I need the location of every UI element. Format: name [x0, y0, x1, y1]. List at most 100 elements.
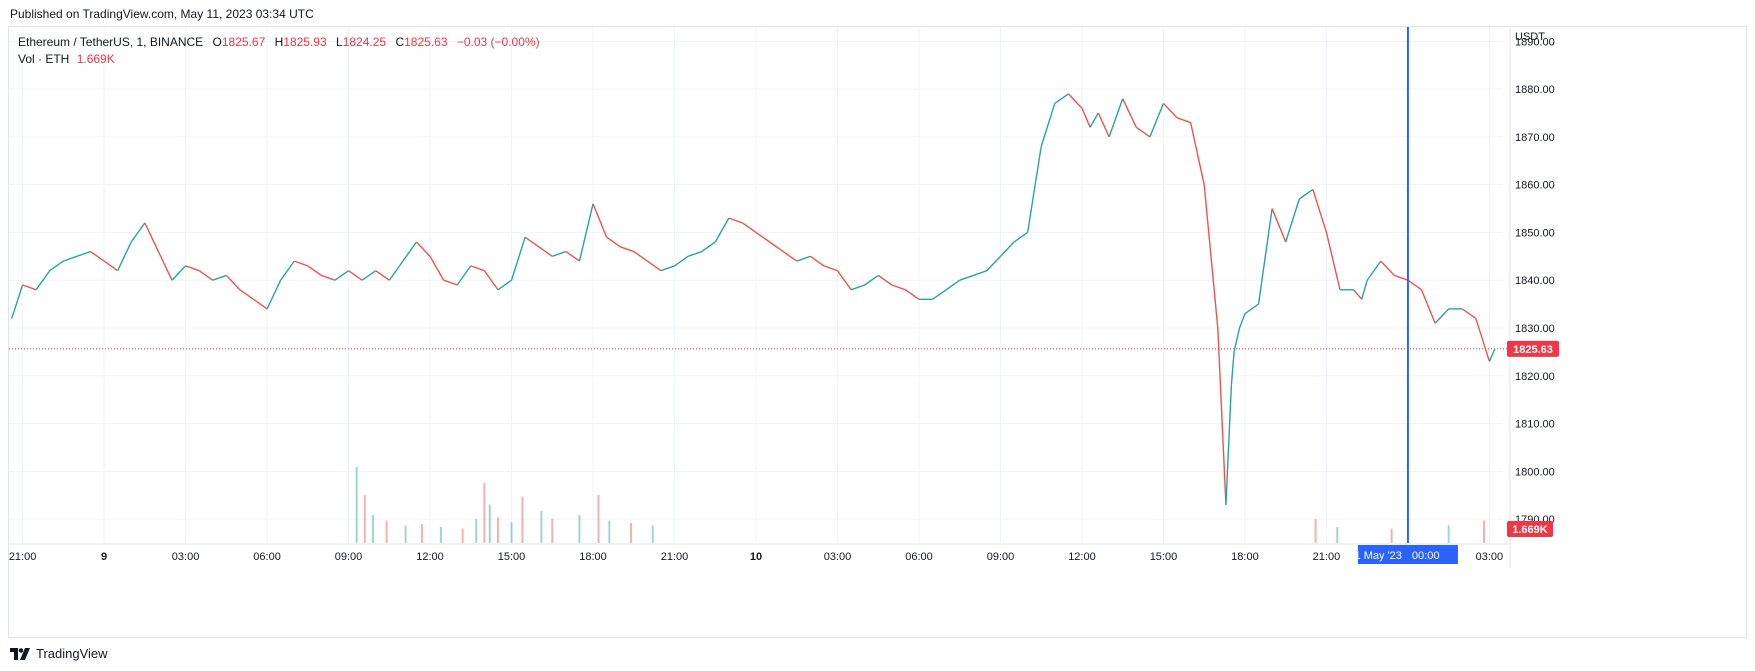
- price-segment-53: [714, 217, 730, 243]
- price-segment-7: [90, 250, 105, 262]
- x-tick-label-10: 03:00: [824, 551, 852, 563]
- price-segment-58: [782, 250, 798, 262]
- x-tick-label-12: 09:00: [987, 551, 1015, 563]
- price-segment-55: [742, 222, 757, 234]
- close-value: 1825.63: [404, 35, 448, 49]
- price-segment-89: [1189, 122, 1205, 185]
- price-segment-90: [1203, 184, 1219, 329]
- price-segment-51: [687, 250, 702, 257]
- volume-bar-5: [420, 523, 423, 543]
- price-segment-83: [1108, 98, 1124, 138]
- volume-bar-1: [363, 495, 366, 543]
- price-segment-76: [1026, 146, 1042, 233]
- price-segment-50: [674, 255, 689, 267]
- tradingview-logo-icon: [10, 647, 30, 660]
- price-segment-52: [701, 241, 716, 253]
- y-axis-unit: USDT: [1515, 31, 1545, 43]
- volume-bar-17: [597, 495, 600, 543]
- price-segment-63: [850, 284, 865, 291]
- price-segment-86: [1149, 103, 1165, 138]
- price-segment-66: [891, 284, 906, 291]
- y-tick-label-10: 1890.00: [1515, 36, 1555, 48]
- price-segment-101: [1312, 189, 1328, 233]
- x-tick-label-7: 18:00: [579, 551, 607, 563]
- price-segment-19: [253, 298, 268, 310]
- price-segment-46: [619, 246, 634, 253]
- price-segment-96: [1244, 303, 1259, 315]
- x-tick-label-15: 18:00: [1231, 551, 1259, 563]
- price-segment-32: [429, 255, 445, 281]
- last-price-tag: [1507, 340, 1559, 357]
- price-segment-106: [1366, 260, 1382, 281]
- price-segment-26: [348, 270, 363, 281]
- price-segment-35: [470, 265, 485, 272]
- volume-value: 1.669K: [76, 52, 115, 66]
- price-segment-84: [1122, 98, 1137, 128]
- price-segment-74: [999, 241, 1015, 257]
- volume-bar-9: [483, 483, 486, 543]
- price-segment-64: [864, 274, 879, 286]
- volume-bar-12: [510, 522, 513, 543]
- footer-brand[interactable]: TradingView: [10, 646, 108, 661]
- price-segment-73: [986, 255, 1001, 272]
- volume-bar-2: [371, 515, 374, 543]
- price-segment-38: [510, 237, 526, 281]
- x-tick-label-3: 06:00: [253, 551, 281, 563]
- volume-bar-8: [475, 519, 478, 543]
- volume-bar-6: [439, 527, 442, 543]
- y-tick-label-3: 1820.00: [1515, 371, 1555, 383]
- y-tick-label-7: 1860.00: [1515, 180, 1555, 192]
- last-volume-label: 1.669K: [1512, 524, 1548, 536]
- y-tick-label-6: 1850.00: [1515, 227, 1555, 239]
- price-segment-40: [538, 246, 553, 257]
- price-segment-107: [1380, 260, 1395, 276]
- y-tick-label-8: 1870.00: [1515, 132, 1555, 144]
- price-segment-6: [76, 250, 91, 257]
- price-segment-28: [375, 270, 390, 281]
- volume-bar-24: [1447, 525, 1450, 543]
- price-segment-100: [1298, 188, 1314, 200]
- price-segment-30: [402, 241, 418, 262]
- price-segment-5: [63, 255, 78, 262]
- price-segment-97: [1257, 208, 1273, 305]
- x-tick-label-8: 21:00: [661, 551, 689, 563]
- volume-bar-11: [496, 517, 499, 543]
- price-segment-99: [1285, 198, 1300, 243]
- crosshair-date-label: 11 May '23: [1349, 550, 1402, 562]
- price-segment-92: [1225, 385, 1233, 505]
- y-tick-label-2: 1810.00: [1515, 419, 1555, 431]
- volume-bar-18: [608, 520, 611, 543]
- volume-bar-3: [385, 520, 388, 543]
- last-volume-tag: [1507, 521, 1553, 537]
- open-value: 1825.67: [221, 35, 266, 49]
- volume-bar-13: [521, 496, 524, 543]
- published-caption: Published on TradingView.com, May 11, 20…: [10, 7, 314, 21]
- price-segment-15: [198, 270, 214, 281]
- volume-bar-10: [488, 504, 491, 543]
- price-segment-69: [932, 289, 947, 300]
- price-segment-3: [35, 270, 51, 291]
- price-segment-25: [334, 270, 349, 281]
- crosshair-hour-label: 00:00: [1412, 550, 1440, 562]
- price-segment-78: [1054, 93, 1069, 105]
- price-segment-115: [1488, 348, 1496, 362]
- price-segment-47: [633, 250, 648, 262]
- price-segment-34: [456, 265, 472, 286]
- price-segment-104: [1353, 289, 1363, 300]
- price-segment-13: [171, 265, 187, 281]
- x-tick-label-2: 03:00: [172, 551, 200, 563]
- price-segment-102: [1325, 232, 1341, 290]
- price-segment-23: [307, 265, 322, 277]
- volume-bar-20: [651, 525, 654, 543]
- price-segment-2: [22, 284, 37, 291]
- price-segment-93: [1230, 351, 1235, 386]
- brand-name: TradingView: [36, 646, 108, 661]
- price-segment-57: [769, 241, 784, 253]
- x-tick-label-6: 15:00: [498, 551, 526, 563]
- price-segment-105: [1361, 280, 1368, 300]
- close-label: C: [395, 35, 405, 49]
- price-segment-81: [1089, 112, 1099, 128]
- price-segment-4: [49, 260, 64, 272]
- low-label: L: [336, 35, 343, 49]
